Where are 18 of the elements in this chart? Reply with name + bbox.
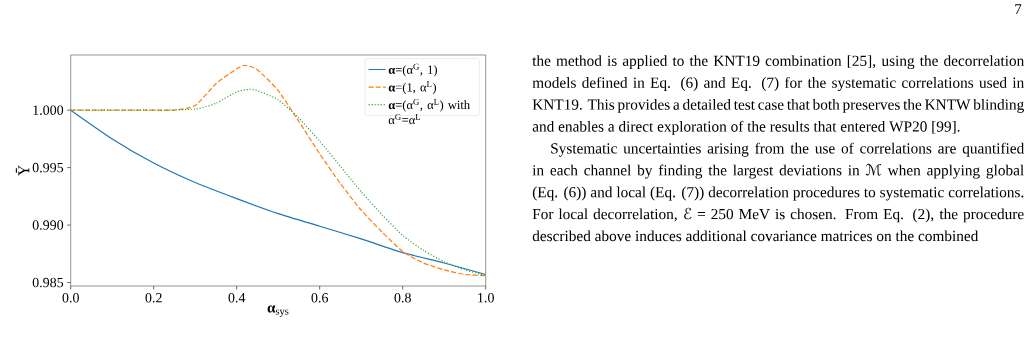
x-tick-label: 0.6	[311, 293, 329, 303]
y-tick-label: 0.995	[32, 162, 64, 173]
y-tick-label: 1.000	[33, 105, 64, 115]
legend-label: α=(α$^{G}$, 1)	[388, 63, 437, 77]
x-tick-label: 0.4	[228, 293, 246, 303]
y-tick-label: 0.985	[32, 277, 64, 288]
text: α=(α$^{G}$, α$^{L}$) with α$^{G}$=α$^{L}$	[388, 98, 470, 125]
text: 7	[1015, 4, 1022, 15]
x-tick-label: 0.8	[394, 293, 411, 303]
x-tick-label: 1.0	[478, 293, 494, 303]
x-tick-label: 0.0	[62, 293, 79, 303]
legend-label: α=(1, α$^{L}$)	[388, 81, 437, 95]
x-axis-title: α$_{sys}$	[267, 305, 289, 317]
text: Systematic uncertainties arising from the use of correlations are quantified in each channel by finding the largest deviations in ℳ when applying global (Eq. (6)) and local (Eq. (7)) decorrelation procedures to systematic correlations. For local decorrelation, ℰ = 250 MeV is chosen. From Eq. (2), the procedure described above induces additional covariance matrices on the combined	[532, 142, 1025, 242]
y-tick-label: 0.990	[32, 220, 64, 230]
text: the method is applied to the KNT19 combination [25], using the decorrelation models defined in Eq. (6) and Eq. (7) for the systematic correlations used in KNT19. This provides a detailed test case that both preserves the KNTW blinding and enables a direct exploration of the results that entered WP20 [99].	[532, 55, 1025, 135]
x-tick-label: 0.2	[145, 293, 162, 303]
y-axis-title: Ȳ	[15, 165, 30, 176]
